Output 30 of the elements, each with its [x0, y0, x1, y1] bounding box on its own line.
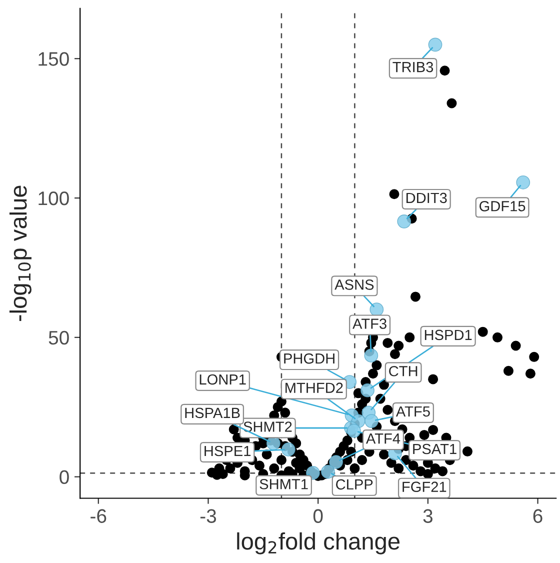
annotation: SHMT2: [244, 422, 292, 432]
annotation: ATF5: [396, 406, 430, 417]
x-tick-label: -3: [200, 509, 216, 523]
annotation: HSPE1: [204, 446, 251, 456]
annotation: ATF4: [366, 434, 400, 444]
annotation: HSPD1: [424, 330, 472, 340]
x-tick-label: 0: [313, 509, 323, 523]
annotation: ATF3: [352, 318, 386, 329]
y-tick-label: 50: [48, 330, 69, 345]
y-tick-label: 0: [60, 470, 69, 484]
x-axis-title: log$_{2}$fold change: [237, 532, 400, 554]
y-tick-label: 150: [38, 52, 69, 66]
annotation: SHMT1: [260, 478, 308, 490]
annotation: PSAT1: [413, 444, 456, 454]
annotation: PHGDH: [284, 353, 334, 364]
annotation: CTH: [389, 366, 418, 376]
annotation: FGF21: [402, 482, 446, 492]
annotation: GDF15: [480, 200, 526, 212]
annotation: DDIT3: [406, 192, 447, 204]
x-tick-label: 3: [423, 509, 432, 523]
annotation: TRIB3: [392, 62, 434, 72]
x-tick-label: 6: [533, 509, 542, 523]
annotation: LONP1: [200, 374, 246, 385]
y-tick-label: 100: [38, 191, 69, 206]
y-axis-title: -log$_{10}$p value: [9, 186, 32, 322]
annotation: HSPA1B: [185, 408, 240, 418]
annotation: MTHFD2: [286, 382, 343, 393]
annotation: CLPP: [336, 479, 373, 490]
x-tick-label: -6: [90, 509, 106, 523]
annotation: ASNS: [334, 280, 374, 290]
